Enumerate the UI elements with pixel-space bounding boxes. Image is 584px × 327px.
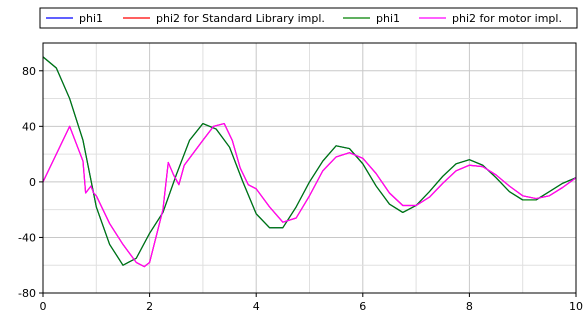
y-tick-label: 80 bbox=[22, 65, 36, 78]
y-tick-label: -40 bbox=[18, 231, 36, 244]
plot-area bbox=[42, 43, 577, 294]
x-tick-label: 2 bbox=[146, 300, 153, 313]
legend-box bbox=[39, 7, 578, 29]
legend-label-1: phi1 bbox=[79, 12, 103, 25]
legend-label-2: phi2 for Standard Library impl. bbox=[156, 12, 325, 25]
plot-frame bbox=[42, 42, 577, 294]
legend: phi1 phi2 for Standard Library impl. phi1 p… bbox=[39, 7, 578, 29]
y-tick-label: 0 bbox=[29, 176, 36, 189]
x-tick-label: 4 bbox=[253, 300, 260, 313]
legend-label-3: phi1 bbox=[376, 12, 400, 25]
x-tick-label: 0 bbox=[40, 300, 47, 313]
x-tick-label: 10 bbox=[569, 300, 583, 313]
x-tick-label: 8 bbox=[466, 300, 473, 313]
legend-label-4: phi2 for motor impl. bbox=[452, 12, 562, 25]
series-line-4 bbox=[42, 122, 577, 268]
x-tick-label: 6 bbox=[359, 300, 366, 313]
axes: 0 2 4 6 8 10 -80 -40 0 40 80 bbox=[18, 42, 583, 313]
y-tick-label: -80 bbox=[18, 287, 36, 300]
y-tick-label: 40 bbox=[22, 120, 36, 133]
